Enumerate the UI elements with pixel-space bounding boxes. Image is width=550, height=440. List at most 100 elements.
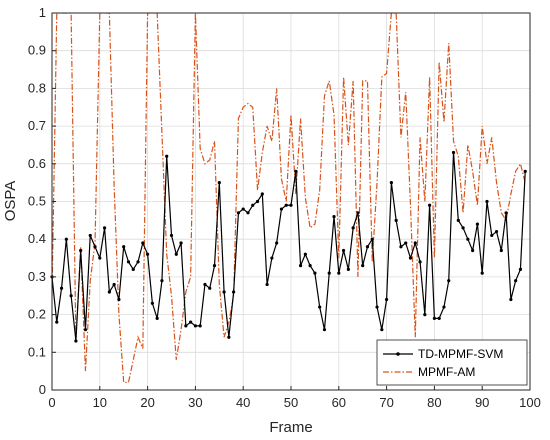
data-point-td-mpmf-svm: [112, 282, 116, 287]
data-point-td-mpmf-svm: [150, 301, 154, 305]
data-point-td-mpmf-svm: [485, 199, 489, 204]
data-point-td-mpmf-svm: [475, 222, 480, 226]
data-point-td-mpmf-svm: [241, 207, 245, 211]
tick-layer: 0 10 20 30 40 50 60 70 80 90 100 0 0.1 0.2 0.3 0.4 0.5 0.…: [28, 5, 541, 410]
data-point-td-mpmf-svm: [131, 267, 135, 271]
data-point-td-mpmf-svm: [141, 241, 145, 245]
data-point-td-mpmf-svm: [93, 245, 97, 249]
data-point-td-mpmf-svm: [184, 324, 188, 328]
data-point-td-mpmf-svm: [279, 207, 284, 211]
data-point-td-mpmf-svm: [380, 328, 384, 332]
data-point-td-mpmf-svm: [432, 316, 436, 320]
y-tick-label: 0.2: [28, 307, 46, 322]
data-point-td-mpmf-svm: [126, 260, 131, 264]
data-point-td-mpmf-svm: [327, 271, 331, 275]
data-point-td-mpmf-svm: [222, 290, 226, 294]
data-point-td-mpmf-svm: [74, 339, 78, 343]
x-tick-label: 60: [332, 395, 346, 410]
legend: TD-MPMF-SVM MPMF-AM: [376, 339, 528, 386]
data-point-td-mpmf-svm: [270, 256, 274, 260]
data-point-td-mpmf-svm: [69, 294, 73, 298]
data-point-td-mpmf-svm: [341, 248, 346, 253]
data-point-td-mpmf-svm: [294, 169, 298, 173]
data-point-td-mpmf-svm: [385, 297, 389, 302]
data-point-td-mpmf-svm: [423, 313, 427, 317]
data-point-td-mpmf-svm: [471, 248, 475, 253]
x-tick-label: 70: [379, 395, 393, 410]
data-point-td-mpmf-svm: [494, 230, 499, 234]
data-point-td-mpmf-svm: [59, 286, 64, 290]
data-point-td-mpmf-svm: [332, 214, 336, 219]
x-tick-label: 40: [236, 395, 250, 410]
data-point-td-mpmf-svm: [375, 305, 379, 309]
data-point-td-mpmf-svm: [275, 241, 279, 245]
data-point-td-mpmf-svm: [193, 324, 197, 328]
data-point-td-mpmf-svm: [461, 226, 465, 230]
data-point-td-mpmf-svm: [518, 267, 523, 271]
data-point-td-mpmf-svm: [356, 211, 360, 215]
series-line-mpmf-am: [52, 13, 526, 384]
data-point-td-mpmf-svm: [260, 192, 264, 196]
data-point-td-mpmf-svm: [251, 203, 255, 207]
data-point-td-mpmf-svm: [442, 305, 446, 309]
data-point-td-mpmf-svm: [418, 260, 422, 264]
data-point-td-mpmf-svm: [64, 237, 68, 241]
data-point-td-mpmf-svm: [55, 320, 59, 324]
y-tick-label: 0.3: [28, 269, 46, 284]
x-axis-title: Frame: [269, 419, 312, 436]
data-point-td-mpmf-svm: [208, 286, 212, 290]
data-point-td-mpmf-svm: [408, 256, 413, 260]
data-point-td-mpmf-svm: [428, 203, 432, 207]
data-point-td-mpmf-svm: [337, 271, 341, 275]
data-point-td-mpmf-svm: [136, 260, 140, 264]
data-point-td-mpmf-svm: [102, 226, 107, 230]
data-point-td-mpmf-svm: [217, 181, 221, 185]
data-point-td-mpmf-svm: [165, 154, 169, 158]
data-point-td-mpmf-svm: [490, 233, 494, 238]
data-point-td-mpmf-svm: [169, 233, 174, 238]
data-point-td-mpmf-svm: [346, 267, 350, 271]
x-tick-label: 30: [188, 395, 202, 410]
data-point-td-mpmf-svm: [289, 203, 293, 207]
x-tick-label: 100: [519, 395, 541, 410]
data-point-td-mpmf-svm: [98, 256, 102, 260]
data-point-td-mpmf-svm: [413, 241, 417, 245]
data-point-td-mpmf-svm: [466, 237, 470, 241]
series-line-td-mpmf-svm: [52, 152, 526, 342]
data-point-td-mpmf-svm: [451, 150, 456, 155]
data-point-td-mpmf-svm: [389, 181, 393, 185]
data-point-td-mpmf-svm: [318, 305, 322, 309]
data-point-td-mpmf-svm: [322, 328, 327, 332]
data-point-td-mpmf-svm: [480, 271, 484, 275]
legend-label-mpmf-am: MPMF-AM: [418, 365, 475, 379]
legend-marker-td-mpmf-svm: [396, 352, 400, 356]
data-point-td-mpmf-svm: [499, 248, 503, 253]
data-point-td-mpmf-svm: [79, 248, 83, 253]
y-tick-label: 0.4: [28, 231, 46, 246]
data-point-td-mpmf-svm: [456, 218, 460, 222]
data-point-td-mpmf-svm: [361, 263, 365, 268]
data-point-td-mpmf-svm: [212, 263, 217, 268]
data-point-td-mpmf-svm: [313, 271, 317, 275]
y-tick-label: 0.8: [28, 80, 46, 95]
data-point-td-mpmf-svm: [236, 211, 241, 215]
data-point-td-mpmf-svm: [504, 211, 508, 215]
data-point-td-mpmf-svm: [88, 233, 92, 238]
data-point-td-mpmf-svm: [198, 324, 202, 328]
data-point-td-mpmf-svm: [437, 316, 441, 320]
data-point-td-mpmf-svm: [351, 226, 355, 230]
x-tick-label: 80: [427, 395, 441, 410]
data-point-td-mpmf-svm: [370, 237, 374, 241]
data-point-td-mpmf-svm: [179, 241, 183, 245]
y-tick-label: 1: [39, 5, 46, 20]
data-point-td-mpmf-svm: [122, 245, 126, 249]
data-point-td-mpmf-svm: [174, 252, 178, 256]
data-point-td-mpmf-svm: [514, 279, 518, 283]
data-point-td-mpmf-svm: [203, 282, 207, 287]
data-point-td-mpmf-svm: [447, 279, 451, 283]
data-point-td-mpmf-svm: [146, 252, 150, 256]
data-point-td-mpmf-svm: [246, 211, 250, 215]
data-point-td-mpmf-svm: [523, 169, 527, 173]
data-point-td-mpmf-svm: [404, 241, 408, 245]
